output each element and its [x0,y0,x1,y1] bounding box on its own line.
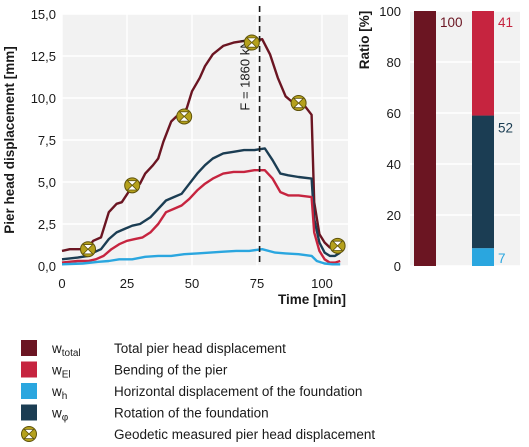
legend-swatch [21,340,37,356]
bar-chart-bars: 100 7 52 41 [414,11,513,266]
bar-segment-horizontal [472,248,494,266]
legend-swatch [21,404,37,421]
bar-y-tick-label: 80 [387,55,401,70]
legend-item-total: wtotal Total pier head displacement [21,340,286,359]
bar-chart: 0 20 40 60 80 100 100 7 52 41 Ratio [%] [357,4,520,274]
x-tick-label: 100 [311,276,333,291]
line-chart-y-ticks: 0,0 2,5 5,0 7,5 10,0 12,5 15,0 [31,7,56,274]
legend-text: Horizontal displacement of the foundatio… [114,384,362,399]
legend-text: Bending of the pier [114,363,228,378]
legend-item-geodetic: Geodetic measured pier head displacement [21,426,375,442]
bar-chart-y-ticks: 0 20 40 60 80 100 [379,4,401,274]
bar-y-tick-label: 60 [387,106,401,121]
geodetic-point [243,34,260,51]
legend-symbol: wEl [51,363,71,381]
geodetic-point [290,95,307,112]
legend-item-rotation: wφ Rotation of the foundation [21,404,269,424]
legend-text: Geodetic measured pier head displacement [114,427,375,442]
line-chart-grid [61,13,348,267]
series-line-bending [61,169,341,264]
geodetic-point [80,241,96,258]
x-tick-label: 25 [120,276,134,291]
geodetic-marker-icon [21,426,37,442]
y-tick-label: 10,0 [31,91,56,106]
y-tick-label: 12,5 [31,49,56,64]
y-tick-label: 5,0 [38,175,56,190]
y-tick-label: 15,0 [31,7,56,22]
legend-swatch [21,361,37,378]
line-chart: 0,0 2,5 5,0 7,5 10,0 12,5 15,0 0 25 50 75 100 F = … [2,6,348,307]
line-chart-y-label: Pier head displacement [mm] [2,46,17,234]
bar-value-label: 41 [498,15,513,30]
legend-text: Rotation of the foundation [114,406,269,421]
legend-text: Total pier head displacement [114,341,286,356]
line-chart-x-label: Time [min] [278,292,346,307]
bar-value-label: 7 [498,251,506,266]
bar-segment-bending [472,11,494,116]
bar-y-tick-label: 100 [379,4,401,19]
bar-segment-total [414,11,436,266]
series-line-rotation [61,147,341,261]
bar-y-tick-label: 0 [394,259,401,274]
legend-symbol: wh [51,384,67,402]
x-tick-label: 75 [250,276,264,291]
bar-value-label: 100 [440,15,463,30]
bar-y-tick-label: 40 [387,157,401,172]
x-tick-label: 0 [58,276,65,291]
legend-item-bending: wEl Bending of the pier [21,361,228,381]
bar-segment-rotation [472,115,494,249]
y-tick-label: 2,5 [38,217,56,232]
y-tick-label: 0,0 [38,259,56,274]
legend-swatch [21,383,37,399]
geodetic-points [80,34,346,258]
geodetic-point [124,177,141,194]
line-chart-x-ticks: 0 25 50 75 100 [58,276,332,291]
force-marker-label: F = 1860 kN [238,39,253,110]
legend-symbol: wφ [51,406,69,424]
geodetic-point [329,237,346,254]
bar-y-tick-label: 20 [387,208,401,223]
legend: wtotal Total pier head displacement wEl Ben… [21,340,375,442]
legend-symbol: wtotal [51,341,81,359]
geodetic-point [176,108,193,125]
bar-value-label: 52 [498,121,513,136]
x-tick-label: 50 [185,276,199,291]
legend-item-horizontal: wh Horizontal displacement of the foundat… [21,383,362,402]
series-line-horizontal [61,248,341,266]
bar-chart-y-label: Ratio [%] [357,11,372,70]
y-tick-label: 7,5 [38,133,56,148]
